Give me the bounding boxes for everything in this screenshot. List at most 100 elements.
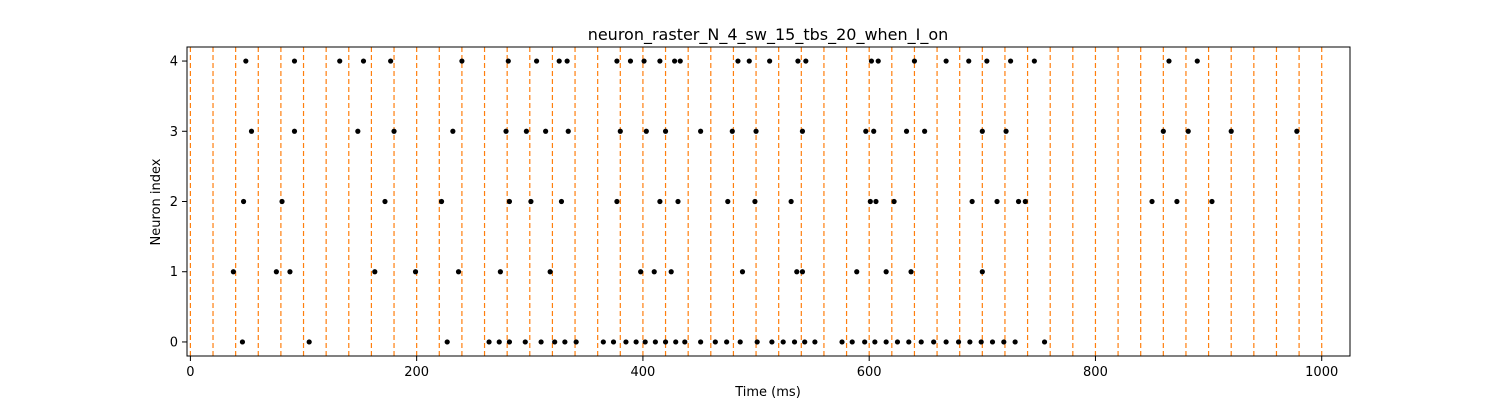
spike-dot — [908, 269, 914, 275]
spike-dot — [922, 128, 928, 134]
spike-dot — [388, 58, 394, 64]
spike-dot — [564, 58, 570, 64]
spike-dot — [273, 269, 279, 275]
spike-dot — [455, 269, 462, 275]
spike-dot — [875, 58, 881, 64]
spike-dot — [248, 128, 255, 134]
spike-dot — [1001, 339, 1007, 345]
spike-dot — [651, 269, 657, 275]
spike-dot — [752, 198, 758, 205]
spike-dot — [662, 339, 669, 345]
x-tick-label: 600 — [857, 365, 882, 380]
spike-dot — [355, 128, 361, 134]
spike-dot — [543, 128, 549, 134]
spike-dot — [906, 339, 912, 345]
spike-dot — [522, 339, 528, 345]
spike-dot — [668, 269, 674, 275]
spike-dot — [872, 339, 878, 345]
x-tick-label: 400 — [631, 365, 656, 380]
spike-dot — [769, 339, 775, 345]
spike-dot — [737, 339, 743, 345]
spike-dot — [412, 269, 419, 275]
spike-dot — [788, 198, 794, 205]
spike-dot — [1003, 128, 1009, 134]
spike-dot — [450, 128, 456, 134]
spike-dot — [372, 269, 378, 275]
spike-dot — [967, 339, 973, 345]
spike-dot — [657, 58, 663, 64]
spike-dot — [642, 339, 648, 345]
spike-dot — [523, 128, 529, 134]
spike-dot — [1209, 198, 1215, 205]
spike-dot — [1041, 339, 1048, 345]
spike-dot — [873, 198, 879, 205]
spike-dot — [753, 128, 759, 134]
spike-dot — [1185, 128, 1191, 134]
spike-dot — [675, 198, 681, 205]
spike-dot — [791, 339, 798, 345]
spike-dot — [360, 58, 367, 64]
y-tick-label: 1 — [170, 265, 178, 280]
spike-dot — [735, 58, 741, 64]
spike-dot — [528, 198, 534, 205]
x-axis-label: Time (ms) — [734, 385, 801, 400]
spike-dot — [291, 58, 298, 64]
spike-dot — [931, 339, 937, 345]
spike-dot — [867, 198, 873, 205]
x-tick-label: 0 — [186, 365, 194, 380]
spike-dot — [662, 128, 669, 134]
spike-dot — [627, 58, 634, 64]
x-tick-label: 200 — [404, 365, 429, 380]
x-tick-label: 1000 — [1305, 365, 1338, 380]
y-tick-label: 0 — [170, 335, 178, 350]
spike-dot — [638, 269, 644, 275]
spike-dot — [533, 58, 540, 64]
spike-dot — [573, 339, 579, 345]
spike-dot — [725, 198, 731, 205]
spike-dot — [780, 339, 786, 345]
spike-dot — [943, 339, 949, 345]
spike-dot — [552, 339, 558, 345]
spike-dot — [803, 58, 809, 64]
spike-dot — [729, 128, 735, 134]
spike-dot — [438, 198, 445, 205]
spike-dot — [994, 198, 1000, 205]
spike-dot — [767, 58, 773, 64]
y-axis-label: Neuron index — [149, 158, 164, 245]
spike-dot — [795, 58, 801, 64]
spike-dot — [712, 339, 718, 345]
spike-dot — [989, 339, 996, 345]
spike-dot — [1160, 128, 1166, 134]
spike-dot — [863, 128, 869, 134]
spike-dot — [538, 339, 544, 345]
spike-dot — [969, 198, 975, 205]
spike-dot — [672, 58, 678, 64]
spike-dot — [849, 339, 855, 345]
spike-dot — [503, 128, 509, 134]
spike-dot — [556, 58, 562, 64]
spike-dot — [673, 339, 679, 345]
spike-dot — [911, 58, 918, 64]
spike-dots — [230, 58, 1300, 345]
spike-dot — [565, 128, 571, 134]
spike-dot — [839, 339, 845, 345]
spike-dot — [943, 58, 949, 64]
spike-dot — [610, 339, 617, 345]
spike-dot — [306, 339, 312, 345]
spike-dot — [239, 339, 246, 345]
spike-dot — [614, 198, 620, 205]
spike-dot — [1194, 58, 1200, 64]
spike-dot — [1008, 58, 1014, 64]
spike-dot — [862, 339, 868, 345]
spike-dot — [652, 339, 658, 345]
spike-dot — [1294, 128, 1300, 134]
spike-dot — [978, 339, 984, 345]
spike-dot — [643, 128, 649, 134]
spike-dot — [955, 339, 962, 345]
spike-dot — [894, 339, 901, 345]
y-tick-label: 2 — [170, 195, 178, 210]
spike-dot — [287, 269, 293, 275]
spike-dot — [641, 58, 647, 64]
spike-dot — [979, 269, 985, 275]
spike-dot — [243, 58, 249, 64]
